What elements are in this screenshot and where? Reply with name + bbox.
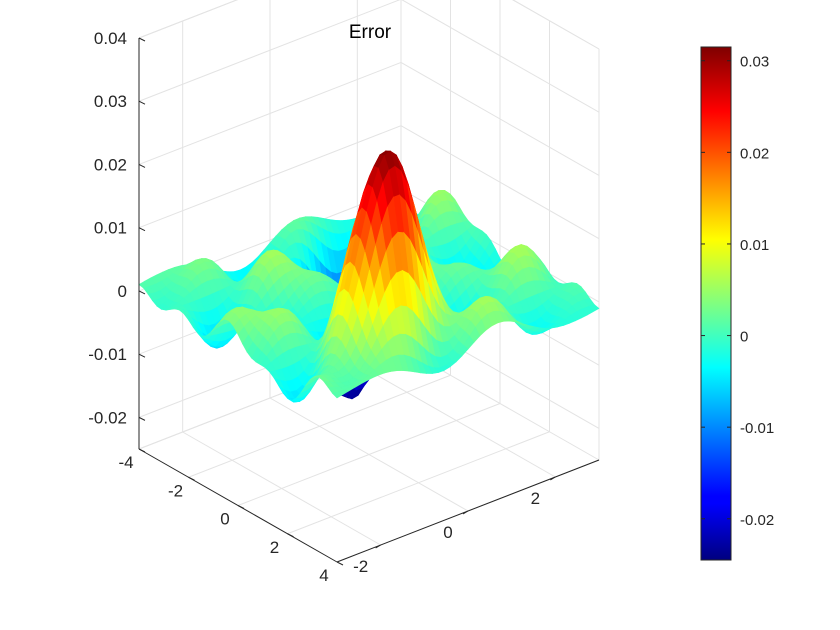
z-tick-label: -0.02: [88, 408, 127, 427]
z-tick-mark: [138, 37, 146, 42]
grid-line-z: [400, 62, 600, 176]
grid-line-z: [401, 0, 600, 113]
x-tick-label: -2: [353, 557, 368, 576]
grid-line-z: [138, 0, 401, 102]
z-tick-label: 0.03: [94, 92, 127, 111]
colorbar-tick-label: 0.02: [740, 145, 769, 162]
z-tick-label: 0.01: [94, 219, 127, 238]
colorbar-gradient: [700, 46, 732, 561]
colorbar-tick-label: 0.01: [740, 237, 769, 254]
chart-title: Error: [349, 22, 392, 43]
z-tick-mark: [138, 227, 146, 232]
z-tick-label: -0.01: [88, 345, 127, 364]
z-tick-mark: [138, 164, 146, 168]
grid-line-z: [138, 0, 238, 39]
y-tick-mark: [287, 533, 294, 538]
y-tick-label: 0: [220, 510, 229, 529]
x-tick-mark: [462, 510, 469, 515]
surface-patch: [331, 391, 344, 399]
z-tick-label: 0: [118, 282, 127, 301]
colorbar: -0.02 -0.01 0 0.01 0.02 0.03: [700, 46, 774, 561]
z-tick-mark: [138, 100, 146, 105]
z-tick-mark: [138, 416, 146, 421]
tick-labels: -2 0 2 -4 -2 0 2 4 -0.02 -0.01 0 0.01 0.02 0.03 0.04: [88, 29, 556, 585]
colorbar-tick-label: 0: [740, 329, 748, 346]
z-tick-label: 0.04: [94, 29, 127, 48]
grid-line-y: [188, 374, 451, 478]
y-tick-mark: [188, 476, 195, 481]
z-tick-mark: [138, 353, 146, 358]
y-tick-mark: [138, 448, 146, 453]
grid-line-z: [512, 0, 600, 50]
y-tick-label: 2: [270, 538, 279, 557]
x-tick-mark: [375, 544, 381, 549]
y-tick-label: -2: [168, 481, 183, 500]
y-tick-mark: [237, 505, 245, 509]
y-tick-mark: [336, 561, 344, 566]
z-tick-label: 0.02: [94, 155, 127, 174]
grid-line-y: [287, 431, 550, 535]
x-tick-label: 0: [443, 523, 452, 542]
grid-line-z: [400, 125, 600, 240]
grid-line-z: [138, 125, 402, 229]
x-tick-mark: [550, 476, 556, 481]
grid-line-z: [138, 61, 402, 165]
surface-plot: [138, 150, 600, 403]
colorbar-tick-label: -0.01: [740, 420, 774, 437]
colorbar-tick-label: 0.03: [740, 54, 769, 71]
y-tick-label: 4: [319, 566, 328, 585]
z-tick-mark: [138, 290, 146, 295]
y-tick-label: -4: [118, 453, 133, 472]
colorbar-tick-label: -0.02: [740, 512, 774, 529]
x-tick-label: 2: [531, 489, 540, 508]
grid-line-y: [237, 403, 501, 506]
